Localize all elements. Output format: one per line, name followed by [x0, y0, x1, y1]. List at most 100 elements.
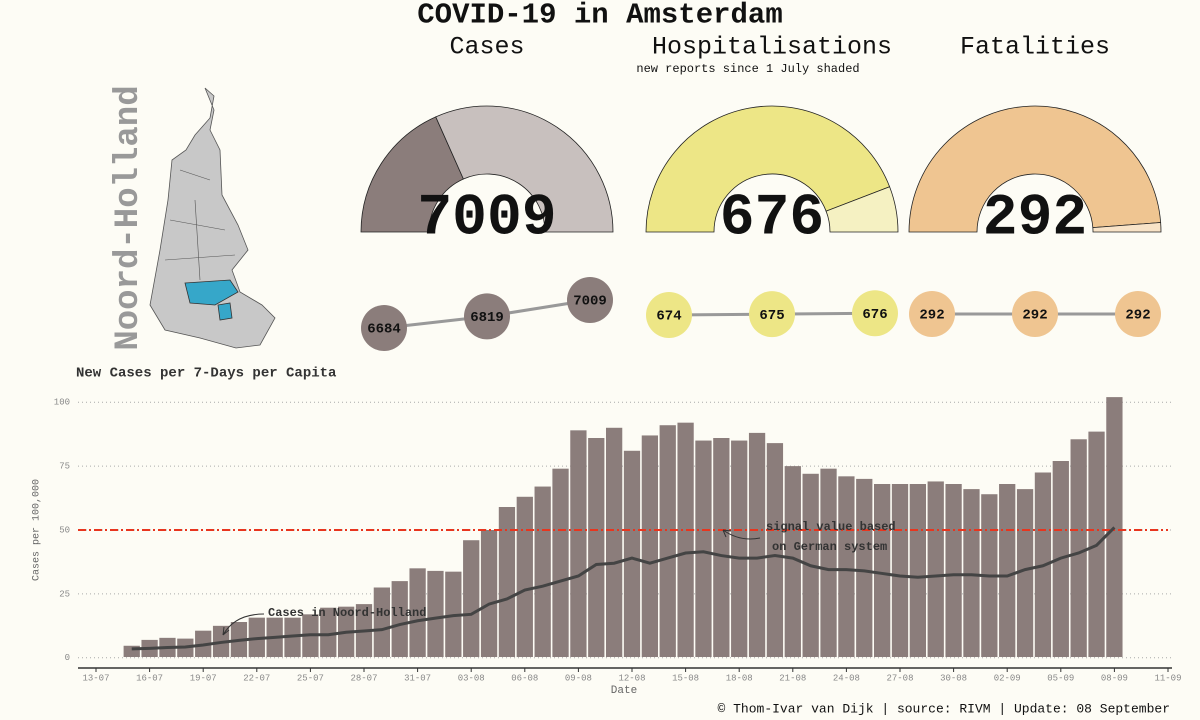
bar [516, 496, 533, 657]
bar [766, 443, 784, 657]
gauge-segment [825, 186, 899, 233]
x-tick-label: 08-09 [1101, 673, 1128, 683]
province-shape [149, 87, 276, 349]
bar [552, 468, 569, 657]
bar [874, 484, 891, 657]
bar [623, 450, 641, 657]
amsterdam-shape [217, 302, 233, 321]
x-tick-label: 03-08 [458, 673, 485, 683]
x-tick-label: 27-08 [886, 673, 913, 683]
annotation: on German system [772, 540, 887, 554]
municipality-borders [164, 169, 236, 281]
bar [498, 507, 516, 657]
gauge-segment [435, 105, 614, 233]
dot [646, 292, 692, 338]
gauge-title: Fatalities [960, 33, 1110, 62]
map [149, 87, 276, 349]
bar [123, 645, 140, 657]
x-tick-label: 25-07 [297, 673, 324, 683]
chart-title: New Cases per 7-Days per Capita [76, 366, 337, 382]
amsterdam-shape [184, 279, 239, 306]
gauge-segment [360, 116, 464, 233]
x-tick-label: 30-08 [940, 673, 967, 683]
dot-label: 6819 [470, 310, 504, 326]
x-tick-label: 18-08 [726, 673, 753, 683]
dot-label: 292 [919, 308, 944, 324]
y-tick-label: 25 [59, 589, 70, 599]
dot [567, 277, 613, 324]
x-tick-label: 15-08 [672, 673, 699, 683]
footer: © Thom-Ivar van Dijk | source: RIVM | Up… [718, 701, 1170, 716]
x-tick-label: 12-08 [618, 673, 645, 683]
bar [713, 438, 730, 657]
dot [1012, 291, 1058, 337]
annotation-arrow [222, 613, 265, 636]
bar [588, 438, 605, 657]
x-tick-label: 19-07 [190, 673, 217, 683]
y-axis-label: Cases per 100,000 [32, 479, 43, 581]
line-series [131, 526, 1116, 651]
bar [373, 587, 390, 657]
annotation-arrow [722, 529, 761, 540]
y-tick-label: 100 [54, 398, 70, 408]
bar [999, 484, 1016, 657]
bar [1070, 439, 1087, 657]
gauge-segment [908, 105, 1162, 233]
bar [695, 440, 712, 657]
bar [784, 466, 801, 657]
bar [1106, 397, 1123, 657]
annotation: Cases in Noord-Holland [268, 606, 426, 620]
x-tick-label: 05-09 [1047, 673, 1074, 683]
bar [820, 468, 837, 657]
bar [748, 432, 766, 657]
y-tick-label: 0 [65, 653, 70, 663]
dot-label: 7009 [573, 294, 607, 310]
gauge-total: 7009 [417, 186, 556, 251]
dot [1115, 291, 1161, 337]
dot [464, 293, 510, 340]
x-axis-label: Date [611, 685, 637, 697]
y-tick-label: 50 [59, 525, 70, 535]
bar [1016, 489, 1034, 657]
bar [891, 484, 909, 657]
x-tick-label: 02-09 [994, 673, 1021, 683]
bar [606, 427, 623, 657]
bar [927, 481, 944, 657]
x-tick-label: 24-08 [833, 673, 860, 683]
dot [852, 290, 898, 337]
bar [856, 478, 873, 657]
dot-label: 6684 [367, 322, 401, 338]
bar [570, 430, 587, 657]
gauge-segment [645, 105, 891, 233]
gauge-title: Hospitalisations [652, 33, 892, 62]
y-tick-label: 75 [59, 461, 70, 471]
bar [534, 486, 551, 657]
gauge-segment [1092, 222, 1162, 233]
dot [361, 305, 407, 351]
map-label: Noord-Holland [110, 85, 148, 350]
x-tick-label: 28-07 [350, 673, 377, 683]
x-tick-label: 22-07 [243, 673, 270, 683]
bar [731, 440, 748, 657]
bar [945, 484, 962, 657]
bar [463, 540, 480, 657]
dot-label: 292 [1022, 308, 1047, 324]
x-tick-label: 16-07 [136, 673, 163, 683]
dot-label: 675 [759, 308, 784, 324]
page-title: COVID-19 in Amsterdam [417, 0, 782, 32]
bar [909, 484, 926, 657]
bar [320, 607, 337, 657]
annotation: signal value based [766, 520, 896, 534]
bar [838, 476, 855, 657]
bar [427, 570, 444, 657]
x-tick-label: 31-07 [404, 673, 431, 683]
x-tick-label: 13-07 [82, 673, 109, 683]
bar [659, 425, 676, 657]
x-tick-label: 09-08 [565, 673, 592, 683]
dot-label: 674 [656, 309, 681, 325]
bar [391, 581, 408, 657]
x-tick-label: 06-08 [511, 673, 538, 683]
dot-label: 676 [862, 307, 887, 323]
x-tick-label: 11-09 [1154, 673, 1181, 683]
